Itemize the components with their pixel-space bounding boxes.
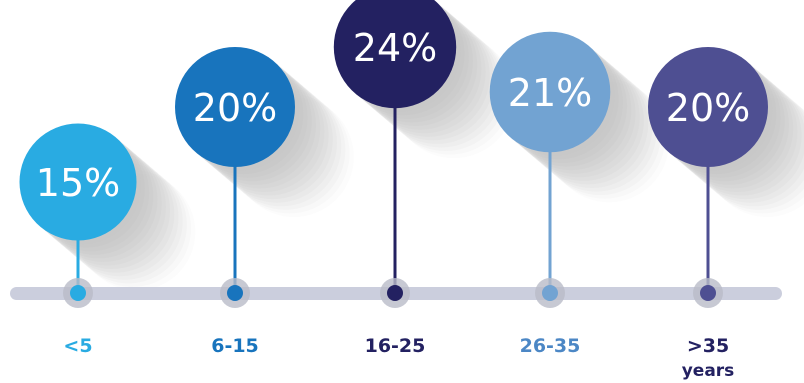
axis-marker-dot-5 [700,285,716,301]
bubble-value-label-2: 20% [193,86,277,130]
category-labels: <5 6-15 16-25 26-35 >35 years [63,335,734,381]
category-sub-label-5: years [682,361,735,381]
bubbles: 15% 20% 24% 21% 20% [19,0,768,308]
bubble-2 [175,47,295,167]
category-label-5: >35 [687,335,729,357]
bubble-value-label-3: 24% [353,26,437,70]
bubble-4 [489,31,611,153]
bubble-3 [333,0,457,109]
category-label-4: 26-35 [520,335,581,357]
axis-marker-dot-4 [542,285,558,301]
bubble-value-label-4: 21% [508,71,592,115]
axis-marker-dot-2 [227,285,243,301]
category-label-1: <5 [63,335,92,357]
category-label-3: 16-25 [365,335,426,357]
bubble-value-label-5: 20% [666,86,750,130]
bubble-5 [648,47,768,167]
bubble-value-label-1: 15% [36,161,120,205]
axis-marker-dot-1 [70,285,86,301]
bubble-1 [19,123,137,241]
category-label-2: 6-15 [211,335,259,357]
axis-marker-dot-3 [387,285,403,301]
